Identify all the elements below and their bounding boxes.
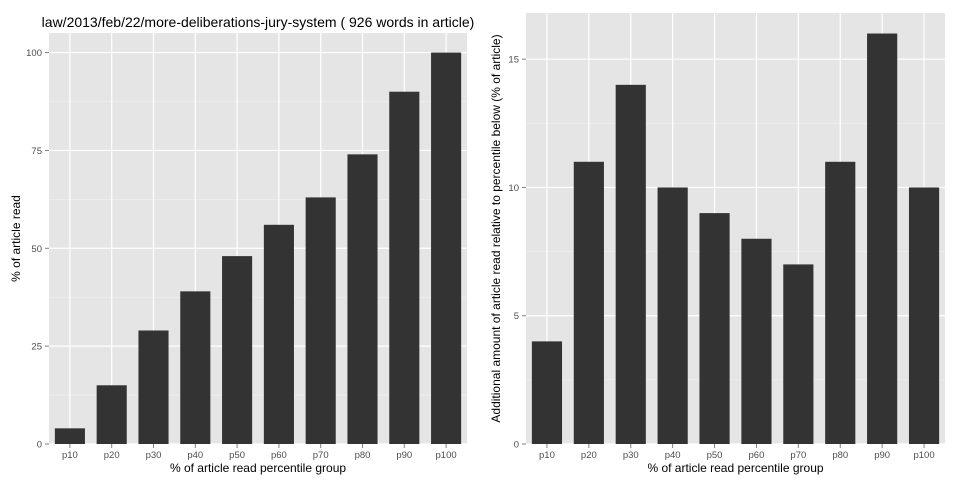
- bar-p20: [573, 161, 604, 445]
- x-tick-label: p50: [229, 450, 245, 461]
- y-tick-label: 25: [31, 342, 42, 353]
- bar-p90: [389, 91, 420, 444]
- bar-series: [531, 33, 940, 445]
- bar-p80: [825, 161, 856, 445]
- bar-p100: [431, 52, 462, 444]
- x-tick-label: p80: [355, 450, 371, 461]
- x-axis-title: % of article read percentile group: [170, 461, 346, 475]
- x-tick-label: p50: [707, 450, 723, 461]
- x-tick-label: p100: [436, 450, 457, 461]
- x-tick-label: p90: [874, 450, 890, 461]
- bar-p60: [741, 238, 772, 444]
- bar-p100: [908, 187, 940, 444]
- bar-p20: [96, 385, 127, 444]
- y-tick-label: 50: [31, 244, 42, 255]
- x-tick-label: p60: [271, 450, 287, 461]
- x-tick-label: p90: [396, 450, 412, 461]
- bar-series: [54, 52, 462, 445]
- bar-p30: [615, 84, 646, 444]
- y-tick-label: 0: [37, 440, 42, 451]
- x-tick-label: p20: [581, 450, 597, 461]
- y-axis-title: Additional amount of article read relati…: [489, 34, 503, 422]
- bar-p50: [699, 213, 730, 444]
- y-tick-label: 0: [514, 440, 519, 451]
- y-tick-label: 5: [514, 311, 519, 322]
- bar-p50: [222, 256, 253, 444]
- chart-percent-read: 0 25 50 75 100 p10 p20 p30 p40 p50 p60 p70 p80 p90 p10…: [9, 14, 475, 475]
- y-tick-label: 15: [508, 55, 519, 66]
- bar-p30: [138, 330, 169, 444]
- x-tick-label: p40: [665, 450, 681, 461]
- x-tick-label: p100: [913, 450, 934, 461]
- chart-additional-read: 0 5 10 15 p10 p20 p30 p40 p50 p60 p70 p80 p90 p100 % o…: [489, 13, 945, 475]
- x-tick-label: p70: [313, 450, 329, 461]
- y-tick-label: 10: [508, 183, 519, 194]
- x-tick-label: p30: [146, 450, 162, 461]
- x-tick-label: p20: [104, 450, 120, 461]
- bar-p70: [305, 197, 336, 444]
- y-tick-label: 75: [31, 146, 42, 157]
- bar-p60: [263, 224, 294, 444]
- bar-p80: [347, 154, 378, 445]
- bar-p40: [180, 291, 211, 444]
- bar-p10: [54, 428, 85, 444]
- bar-p90: [867, 33, 898, 445]
- x-tick-label: p10: [539, 450, 555, 461]
- x-tick-label: p40: [187, 450, 203, 461]
- y-axis-title: % of article read: [9, 195, 23, 282]
- bar-p70: [783, 264, 814, 444]
- x-tick-label: p70: [790, 450, 806, 461]
- bar-p10: [531, 341, 563, 444]
- x-tick-label: p60: [749, 450, 765, 461]
- x-tick-label: p80: [832, 450, 848, 461]
- x-axis-title: % of article read percentile group: [647, 461, 823, 475]
- bar-p40: [657, 187, 688, 444]
- y-tick-label: 100: [26, 48, 42, 59]
- x-tick-label: p10: [62, 450, 78, 461]
- x-tick-label: p30: [623, 450, 639, 461]
- chart-title: law/2013/feb/22/more-deliberations-jury-…: [42, 14, 475, 30]
